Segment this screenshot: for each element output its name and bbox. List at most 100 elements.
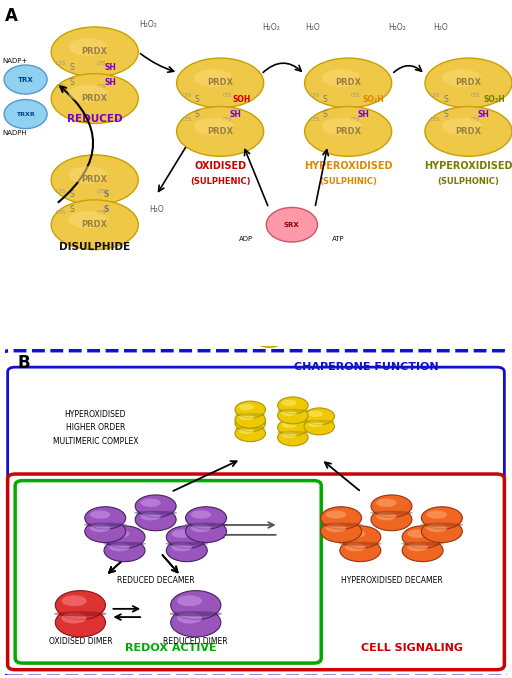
Text: NADPH: NADPH (3, 130, 27, 136)
Text: DISULPHIDE: DISULPHIDE (59, 242, 130, 252)
Text: H₂O: H₂O (305, 23, 319, 32)
Ellipse shape (69, 166, 108, 184)
Text: H₂O: H₂O (433, 23, 447, 32)
Text: PRDX: PRDX (207, 127, 233, 136)
Text: SO₂H: SO₂H (363, 95, 385, 104)
Ellipse shape (425, 106, 512, 157)
Ellipse shape (194, 118, 233, 135)
Text: HYPEROXIDISED: HYPEROXIDISED (304, 161, 392, 171)
Ellipse shape (166, 539, 207, 561)
Text: S: S (443, 111, 448, 119)
Ellipse shape (185, 506, 226, 529)
Ellipse shape (51, 74, 138, 123)
Circle shape (4, 100, 47, 129)
Text: CYS: CYS (56, 62, 67, 66)
Circle shape (266, 207, 317, 242)
Text: CHAPERONE FUNCTION: CHAPERONE FUNCTION (294, 362, 439, 372)
Ellipse shape (253, 332, 285, 335)
Ellipse shape (54, 612, 106, 616)
Ellipse shape (84, 523, 127, 527)
Ellipse shape (85, 520, 126, 542)
Ellipse shape (442, 69, 482, 87)
Ellipse shape (69, 211, 108, 228)
Ellipse shape (258, 333, 273, 340)
Ellipse shape (421, 520, 462, 542)
Text: S: S (103, 190, 109, 199)
Ellipse shape (321, 506, 361, 529)
Text: (SULPHONIC): (SULPHONIC) (438, 177, 499, 186)
Ellipse shape (407, 543, 428, 551)
Ellipse shape (231, 312, 247, 319)
Text: REDUCED DECAMER: REDUCED DECAMER (117, 576, 195, 585)
Text: CYS: CYS (56, 84, 67, 89)
Ellipse shape (402, 539, 443, 561)
Ellipse shape (254, 330, 285, 347)
Text: S: S (323, 111, 328, 119)
Ellipse shape (402, 526, 443, 549)
Ellipse shape (296, 328, 328, 331)
Text: H₂O₂: H₂O₂ (140, 20, 157, 28)
Ellipse shape (326, 511, 346, 519)
Text: H₂O₂: H₂O₂ (388, 23, 406, 32)
Ellipse shape (170, 591, 221, 620)
Ellipse shape (177, 106, 264, 157)
Ellipse shape (194, 69, 233, 87)
Ellipse shape (345, 543, 366, 551)
Ellipse shape (304, 418, 334, 435)
Text: CYS: CYS (182, 117, 192, 122)
Ellipse shape (340, 526, 381, 549)
Text: CYS: CYS (471, 93, 481, 98)
Ellipse shape (235, 412, 266, 428)
Ellipse shape (235, 415, 266, 432)
Ellipse shape (301, 319, 316, 325)
Text: CYS: CYS (351, 117, 360, 122)
Text: REDOX ACTIVE: REDOX ACTIVE (125, 643, 217, 653)
Text: CYS: CYS (310, 117, 320, 122)
Text: CYS: CYS (223, 93, 232, 98)
Ellipse shape (177, 595, 202, 606)
Ellipse shape (376, 498, 397, 507)
Text: S: S (69, 190, 74, 199)
Ellipse shape (282, 410, 296, 416)
Text: SH: SH (357, 111, 370, 119)
Ellipse shape (321, 520, 361, 542)
Ellipse shape (277, 409, 309, 412)
Text: A: A (5, 7, 18, 25)
Ellipse shape (425, 58, 512, 108)
Text: PRDX: PRDX (335, 127, 361, 136)
Ellipse shape (90, 511, 111, 519)
Text: PRDX: PRDX (81, 220, 108, 229)
FancyBboxPatch shape (8, 474, 504, 670)
Text: PRDX: PRDX (81, 176, 108, 184)
Ellipse shape (326, 524, 346, 532)
Text: (SULPHINIC): (SULPHINIC) (319, 177, 377, 186)
Ellipse shape (165, 542, 208, 546)
Text: CYS: CYS (56, 210, 67, 215)
Ellipse shape (51, 200, 138, 250)
FancyBboxPatch shape (8, 367, 504, 482)
Text: CYS: CYS (97, 84, 107, 89)
Ellipse shape (103, 542, 146, 546)
Ellipse shape (278, 429, 308, 446)
Ellipse shape (169, 612, 222, 616)
Text: HYPEROXIDISED: HYPEROXIDISED (424, 161, 512, 171)
Text: HYPEROXIDISED
HIGHER ORDER
MULTIMERIC COMPLEX: HYPEROXIDISED HIGHER ORDER MULTIMERIC CO… (53, 410, 138, 445)
Ellipse shape (339, 542, 382, 546)
FancyBboxPatch shape (15, 481, 321, 663)
Text: S: S (69, 63, 74, 72)
Text: OXIDISED DIMER: OXIDISED DIMER (49, 637, 112, 646)
Ellipse shape (228, 319, 258, 336)
Ellipse shape (166, 526, 207, 549)
Ellipse shape (345, 530, 366, 538)
Text: CYS: CYS (97, 210, 107, 215)
Ellipse shape (190, 524, 211, 532)
Text: TRX: TRX (18, 77, 33, 83)
Text: PRDX: PRDX (81, 47, 108, 56)
Text: PRDX: PRDX (81, 94, 108, 103)
Ellipse shape (420, 523, 463, 527)
Ellipse shape (296, 326, 327, 343)
Text: PRDX: PRDX (455, 127, 482, 136)
Ellipse shape (239, 418, 254, 424)
Ellipse shape (170, 608, 221, 637)
Ellipse shape (104, 539, 145, 561)
